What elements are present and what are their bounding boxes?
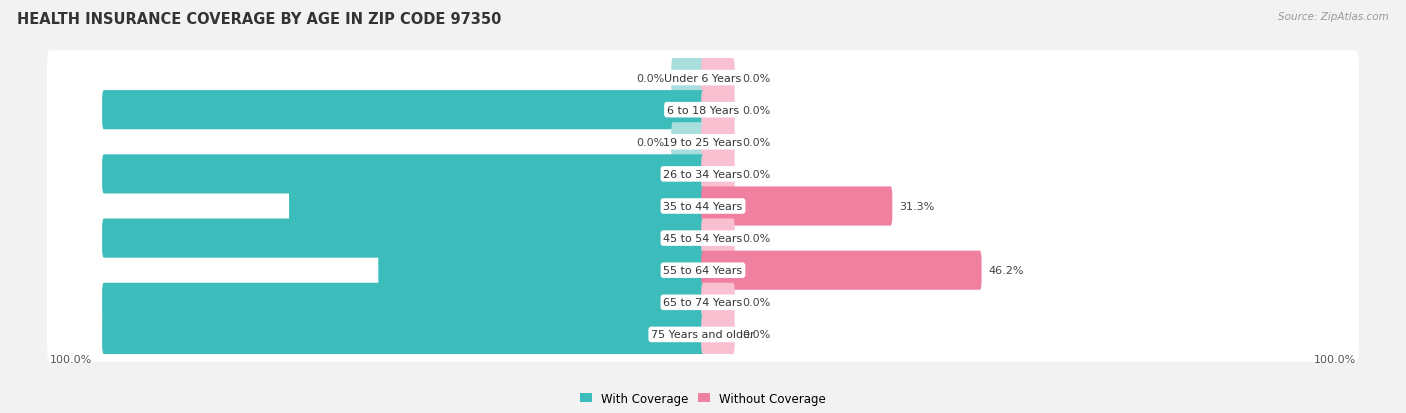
Text: 0.0%: 0.0% xyxy=(636,138,664,147)
FancyBboxPatch shape xyxy=(378,251,704,290)
Text: 0.0%: 0.0% xyxy=(742,138,770,147)
Text: Under 6 Years: Under 6 Years xyxy=(665,74,741,83)
Text: 35 to 44 Years: 35 to 44 Years xyxy=(664,202,742,211)
FancyBboxPatch shape xyxy=(46,51,1360,106)
FancyBboxPatch shape xyxy=(46,307,1360,362)
FancyBboxPatch shape xyxy=(702,251,981,290)
FancyBboxPatch shape xyxy=(103,155,704,194)
FancyBboxPatch shape xyxy=(671,123,704,162)
Text: 26 to 34 Years: 26 to 34 Years xyxy=(664,169,742,180)
Text: 0.0%: 0.0% xyxy=(742,298,770,308)
Text: 0.0%: 0.0% xyxy=(742,169,770,180)
Text: 46.2%: 46.2% xyxy=(988,266,1024,275)
Text: 55 to 64 Years: 55 to 64 Years xyxy=(664,266,742,275)
FancyBboxPatch shape xyxy=(671,59,704,98)
FancyBboxPatch shape xyxy=(702,91,735,130)
FancyBboxPatch shape xyxy=(46,179,1360,234)
Text: 0.0%: 0.0% xyxy=(742,330,770,339)
FancyBboxPatch shape xyxy=(702,123,735,162)
Text: 100.0%: 100.0% xyxy=(51,355,93,365)
FancyBboxPatch shape xyxy=(702,315,735,354)
FancyBboxPatch shape xyxy=(46,275,1360,330)
FancyBboxPatch shape xyxy=(702,59,735,98)
FancyBboxPatch shape xyxy=(46,243,1360,298)
Text: 0.0%: 0.0% xyxy=(742,105,770,115)
FancyBboxPatch shape xyxy=(103,283,704,322)
Text: 68.8%: 68.8% xyxy=(246,202,281,211)
Text: 0.0%: 0.0% xyxy=(636,74,664,83)
Text: 19 to 25 Years: 19 to 25 Years xyxy=(664,138,742,147)
Text: 6 to 18 Years: 6 to 18 Years xyxy=(666,105,740,115)
FancyBboxPatch shape xyxy=(103,315,704,354)
FancyBboxPatch shape xyxy=(46,147,1360,202)
Text: HEALTH INSURANCE COVERAGE BY AGE IN ZIP CODE 97350: HEALTH INSURANCE COVERAGE BY AGE IN ZIP … xyxy=(17,12,502,27)
FancyBboxPatch shape xyxy=(46,83,1360,138)
FancyBboxPatch shape xyxy=(46,211,1360,266)
Text: 0.0%: 0.0% xyxy=(742,233,770,244)
FancyBboxPatch shape xyxy=(103,219,704,258)
Text: 53.9%: 53.9% xyxy=(336,266,371,275)
Text: 75 Years and older: 75 Years and older xyxy=(651,330,755,339)
Text: Source: ZipAtlas.com: Source: ZipAtlas.com xyxy=(1278,12,1389,22)
FancyBboxPatch shape xyxy=(103,91,704,130)
FancyBboxPatch shape xyxy=(290,187,704,226)
Text: 31.3%: 31.3% xyxy=(900,202,935,211)
FancyBboxPatch shape xyxy=(702,187,893,226)
Text: 100.0%: 100.0% xyxy=(52,298,96,308)
Text: 100.0%: 100.0% xyxy=(1313,355,1355,365)
FancyBboxPatch shape xyxy=(702,283,735,322)
Text: 0.0%: 0.0% xyxy=(742,74,770,83)
Legend: With Coverage, Without Coverage: With Coverage, Without Coverage xyxy=(579,392,827,405)
FancyBboxPatch shape xyxy=(702,219,735,258)
Text: 100.0%: 100.0% xyxy=(52,330,96,339)
Text: 65 to 74 Years: 65 to 74 Years xyxy=(664,298,742,308)
FancyBboxPatch shape xyxy=(46,115,1360,170)
Text: 100.0%: 100.0% xyxy=(52,105,96,115)
Text: 100.0%: 100.0% xyxy=(52,233,96,244)
Text: 45 to 54 Years: 45 to 54 Years xyxy=(664,233,742,244)
FancyBboxPatch shape xyxy=(702,155,735,194)
Text: 100.0%: 100.0% xyxy=(52,169,96,180)
